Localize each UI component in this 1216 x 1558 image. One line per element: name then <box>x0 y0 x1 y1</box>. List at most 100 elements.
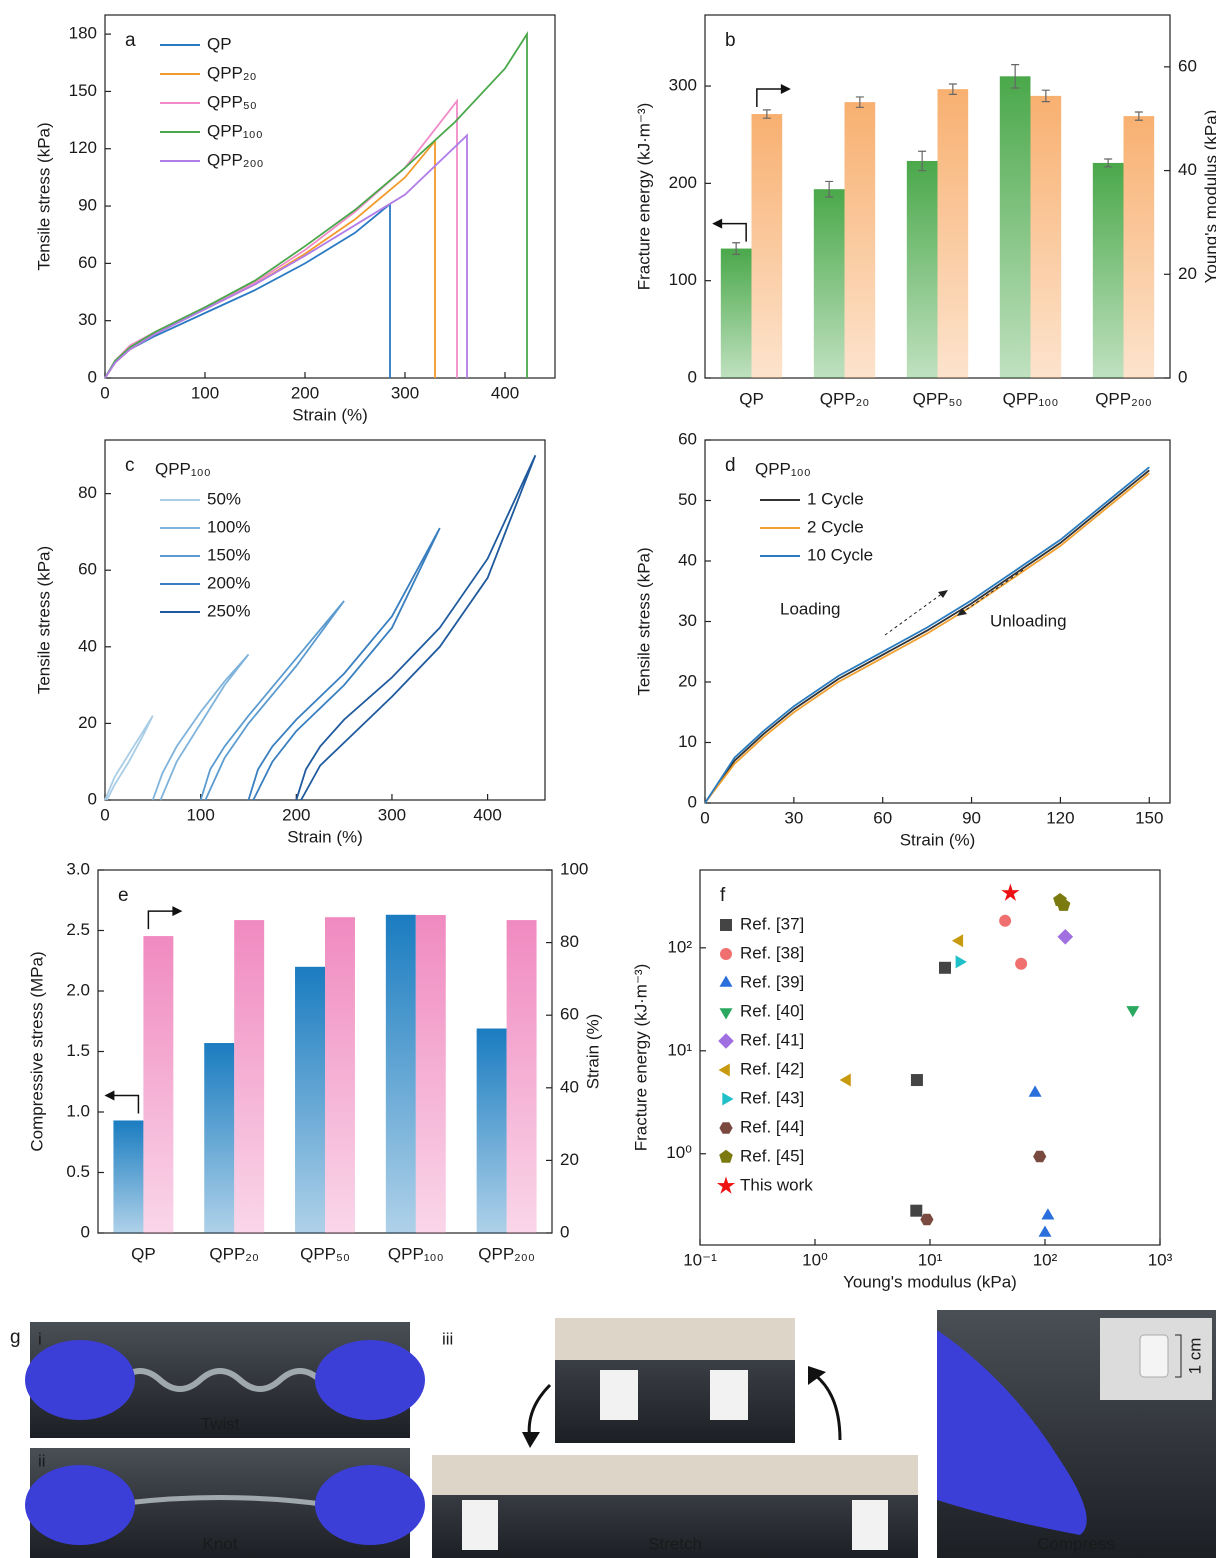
bar <box>813 189 845 378</box>
y2-tick-label: 60 <box>1178 56 1197 75</box>
legend-label: Ref. [38] <box>740 943 804 962</box>
x-tick-label: 120 <box>1046 808 1074 827</box>
x-tick-label: QPP₂₀ <box>209 1244 259 1263</box>
x-tick-label: 100 <box>186 805 214 824</box>
y-tick-label: 2.5 <box>66 920 90 939</box>
legend-label: 10 Cycle <box>807 545 873 564</box>
error-bar <box>762 109 771 119</box>
glove <box>25 1465 135 1545</box>
y-tick-label: 20 <box>78 713 97 732</box>
x-tick-label: 300 <box>391 383 419 402</box>
axis-arrow-head <box>104 1090 115 1101</box>
x-tick-label: 400 <box>473 805 501 824</box>
panel-label: c <box>125 455 135 476</box>
x-tick-label: 10¹ <box>918 1250 943 1269</box>
clip <box>710 1370 748 1420</box>
data-line <box>151 653 250 801</box>
y-tick-label: 10 <box>678 732 697 751</box>
scatter-point <box>1015 957 1028 970</box>
data-line <box>104 31 528 379</box>
legend-label: QPP₅₀ <box>207 92 257 111</box>
scatter-point <box>910 1074 923 1087</box>
x-tick-label: QPP₂₀ <box>820 389 870 408</box>
legend-label: QPP₂₀₀ <box>207 150 264 169</box>
x-axis-label: Strain (%) <box>900 830 976 849</box>
legend-label: 2 Cycle <box>807 517 864 536</box>
panel-label: a <box>125 30 136 51</box>
bar <box>113 1120 144 1233</box>
x-tick-label: QP <box>131 1244 156 1263</box>
clip <box>462 1500 498 1550</box>
y-tick-label: 30 <box>678 611 697 630</box>
y-tick-label: 30 <box>78 310 97 329</box>
y2-tick-label: 20 <box>560 1150 579 1169</box>
error-bar <box>1134 111 1143 121</box>
glove <box>937 1330 1087 1535</box>
axis-arrow <box>147 910 181 930</box>
sample <box>109 1495 331 1508</box>
bar <box>234 920 265 1233</box>
x-tick-label: 10⁰ <box>802 1250 828 1269</box>
scatter-point <box>910 1204 923 1217</box>
y2-axis-label: Strain (%) <box>583 1014 602 1090</box>
x-tick-label: 0 <box>100 805 109 824</box>
data-line <box>104 133 468 379</box>
chart-panel: d 0 10 20 30 40 50 60 0 30 60 90 120 150 Strain (%) Ten… <box>634 429 1171 849</box>
cylinder <box>1139 1334 1169 1378</box>
panel-label: f <box>720 885 726 906</box>
legend-label: 200% <box>207 573 250 592</box>
y-tick-label: 20 <box>678 671 697 690</box>
x-tick-label: 60 <box>873 808 892 827</box>
data-line <box>104 715 154 801</box>
bar <box>506 920 537 1233</box>
scatter-point <box>1028 1085 1042 1097</box>
scatter-point <box>920 1213 934 1226</box>
scatter-point <box>1041 1208 1055 1220</box>
bar <box>999 76 1031 379</box>
x-tick-label: QPP₅₀ <box>300 1244 350 1263</box>
photo-panel <box>25 1310 1216 1558</box>
axis-arrow-head <box>712 218 723 229</box>
bar <box>385 914 416 1233</box>
y-tick-label: 60 <box>78 560 97 579</box>
x-tick-label: 150 <box>1135 808 1163 827</box>
legend-label: QP <box>207 34 232 53</box>
y-tick-label: 80 <box>78 483 97 502</box>
x-tick-label: 10⁻¹ <box>683 1250 717 1269</box>
y-tick-label: 150 <box>69 81 97 100</box>
sample <box>117 1368 323 1392</box>
legend-marker <box>718 1033 734 1049</box>
scatter-point <box>1001 883 1020 901</box>
scatter-point <box>1033 1150 1047 1163</box>
x-tick-label: QPP₂₀₀ <box>478 1244 535 1263</box>
y-tick-label: 10² <box>667 937 692 956</box>
legend-label: This work <box>740 1175 813 1194</box>
legend-label: 250% <box>207 601 250 620</box>
bar <box>476 1028 507 1233</box>
y-axis-label: Compressive stress (MPa) <box>27 951 46 1151</box>
data-line <box>704 469 1150 804</box>
scatter-point <box>839 1073 851 1087</box>
y-tick-label: 200 <box>669 173 697 192</box>
y-tick-label: 0 <box>88 789 97 808</box>
x-tick-label: QPP₁₀₀ <box>1003 389 1059 408</box>
y-tick-label: 60 <box>78 253 97 272</box>
y-tick-label: 120 <box>69 138 97 157</box>
data-line <box>104 138 436 379</box>
panel-label: e <box>118 885 129 906</box>
bar <box>1030 95 1062 378</box>
x-tick-label: QP <box>739 389 764 408</box>
scatter-point <box>999 914 1012 927</box>
plot-frame <box>104 14 556 379</box>
x-tick-label: 400 <box>491 383 519 402</box>
legend-label: Ref. [44] <box>740 1117 804 1136</box>
x-tick-label: QPP₂₀₀ <box>1095 389 1152 408</box>
data-line <box>295 454 537 801</box>
y-tick-label: 300 <box>669 76 697 95</box>
scale-label: 1 cm <box>1185 1338 1204 1375</box>
y2-tick-label: 40 <box>560 1077 579 1096</box>
bar <box>1092 162 1124 378</box>
legend-label: Ref. [40] <box>740 1001 804 1020</box>
scatter-point <box>1126 1006 1140 1018</box>
